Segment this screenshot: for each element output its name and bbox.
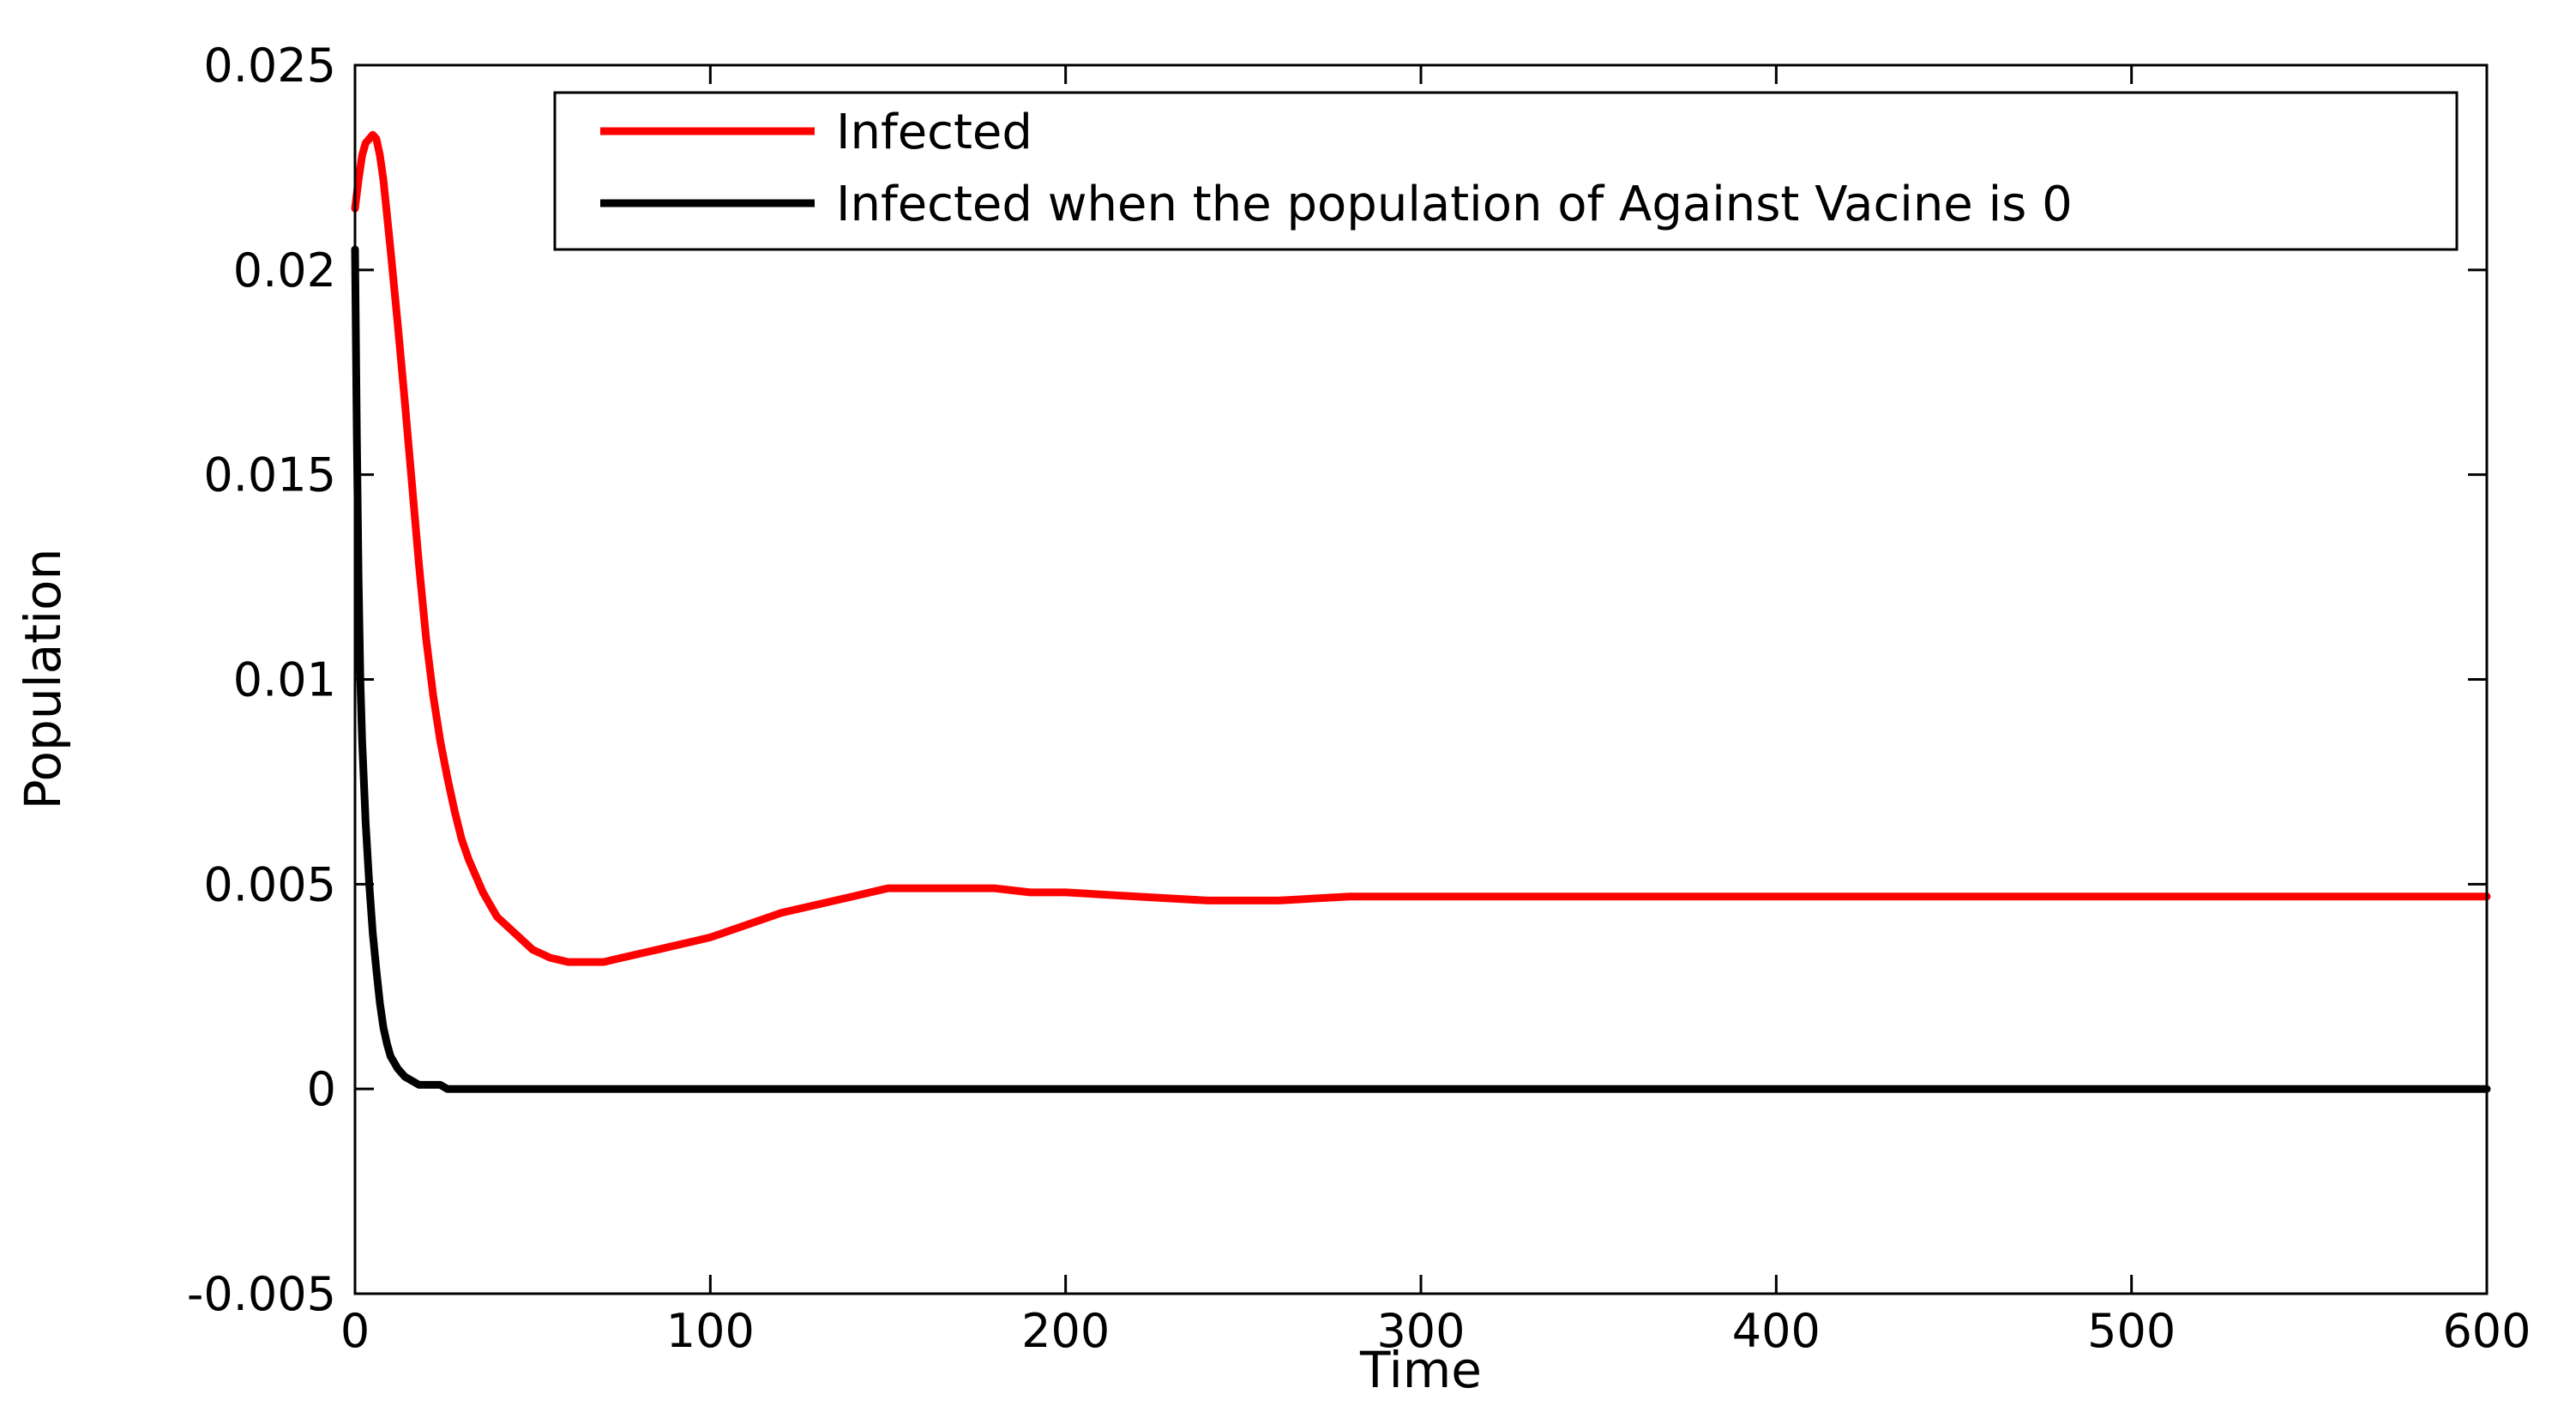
legend: Infected Infected when the population of…	[553, 91, 2459, 251]
x-tick-label: 0	[340, 1304, 370, 1358]
y-tick-label: 0	[307, 1062, 336, 1116]
tick-label-layer: 0 100 200 300 400 500 600-0.00500.0050.010.015…	[187, 39, 2531, 1358]
x-tick-label: 100	[666, 1304, 755, 1358]
series-line-infected	[351, 130, 2491, 966]
y-tick-label: 0.01	[233, 653, 336, 707]
legend-label-infected-no-against: Infected when the population of Against …	[836, 177, 2073, 232]
x-tick-label: 300	[1376, 1304, 1465, 1358]
x-tick-label: 500	[2087, 1304, 2176, 1358]
y-tick-label: -0.005	[187, 1267, 336, 1321]
legend-box	[553, 91, 2459, 251]
y-tick-label: 0.02	[233, 243, 336, 297]
x-tick-label: 600	[2442, 1304, 2531, 1358]
series-line-infected-no-against	[351, 245, 2491, 1093]
x-tick-label: 400	[1732, 1304, 1821, 1358]
y-tick-label: 0.015	[203, 448, 336, 502]
y-tick-label: 0.025	[203, 39, 336, 93]
x-tick-label: 200	[1021, 1304, 1110, 1358]
series-layer	[351, 130, 2491, 1093]
legend-label-infected: Infected	[836, 105, 1032, 160]
y-axis-label: Population	[14, 549, 72, 810]
x-axis-label: Time	[1359, 1341, 1482, 1399]
plot-frame	[353, 63, 2489, 1295]
y-tick-label: 0.005	[203, 857, 336, 911]
